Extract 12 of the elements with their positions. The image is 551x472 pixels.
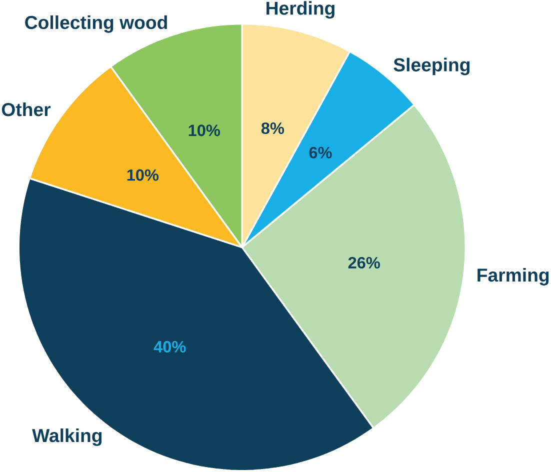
slice-label: Farming: [478, 268, 549, 286]
data-label: 8%: [261, 122, 284, 134]
slice-label: Sleeping: [394, 58, 470, 76]
data-label: 40%: [154, 341, 186, 353]
data-label: 26%: [348, 257, 380, 269]
slice-label: Walking: [32, 428, 102, 446]
data-label: 6%: [309, 146, 332, 159]
slice-label: Herding: [266, 1, 334, 19]
data-label: 10%: [188, 124, 220, 136]
slice-label: Other: [2, 102, 51, 116]
data-label: 10%: [127, 169, 159, 181]
slice-label: Collecting wood: [25, 16, 167, 33]
